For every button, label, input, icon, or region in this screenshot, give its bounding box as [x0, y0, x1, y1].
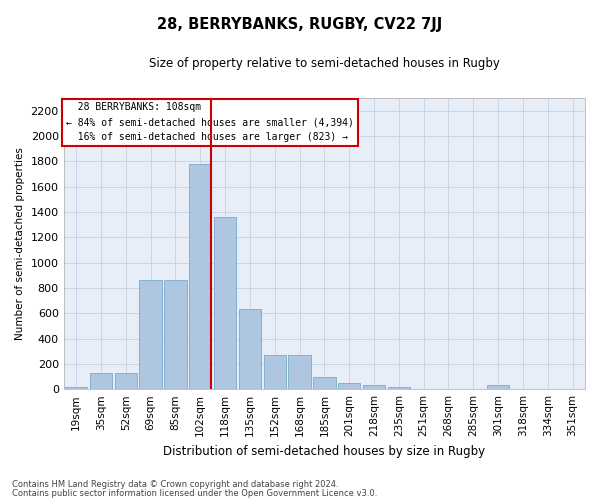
Text: 28, BERRYBANKS, RUGBY, CV22 7JJ: 28, BERRYBANKS, RUGBY, CV22 7JJ — [157, 18, 443, 32]
Bar — [412, 388, 435, 389]
Bar — [214, 217, 236, 389]
Bar — [139, 280, 162, 389]
Text: Contains public sector information licensed under the Open Government Licence v3: Contains public sector information licen… — [12, 489, 377, 498]
X-axis label: Distribution of semi-detached houses by size in Rugby: Distribution of semi-detached houses by … — [163, 444, 485, 458]
Bar — [388, 388, 410, 389]
Bar — [65, 386, 87, 389]
Bar — [263, 355, 286, 389]
Text: Contains HM Land Registry data © Crown copyright and database right 2024.: Contains HM Land Registry data © Crown c… — [12, 480, 338, 489]
Title: Size of property relative to semi-detached houses in Rugby: Size of property relative to semi-detach… — [149, 58, 500, 70]
Bar — [189, 164, 211, 389]
Bar — [115, 372, 137, 389]
Y-axis label: Number of semi-detached properties: Number of semi-detached properties — [15, 147, 25, 340]
Bar — [313, 376, 335, 389]
Bar — [487, 386, 509, 389]
Text: 28 BERRYBANKS: 108sqm
← 84% of semi-detached houses are smaller (4,394)
  16% of: 28 BERRYBANKS: 108sqm ← 84% of semi-deta… — [66, 102, 354, 142]
Bar — [90, 372, 112, 389]
Bar — [363, 386, 385, 389]
Bar — [164, 280, 187, 389]
Bar — [289, 355, 311, 389]
Bar — [338, 383, 361, 389]
Bar — [239, 309, 261, 389]
